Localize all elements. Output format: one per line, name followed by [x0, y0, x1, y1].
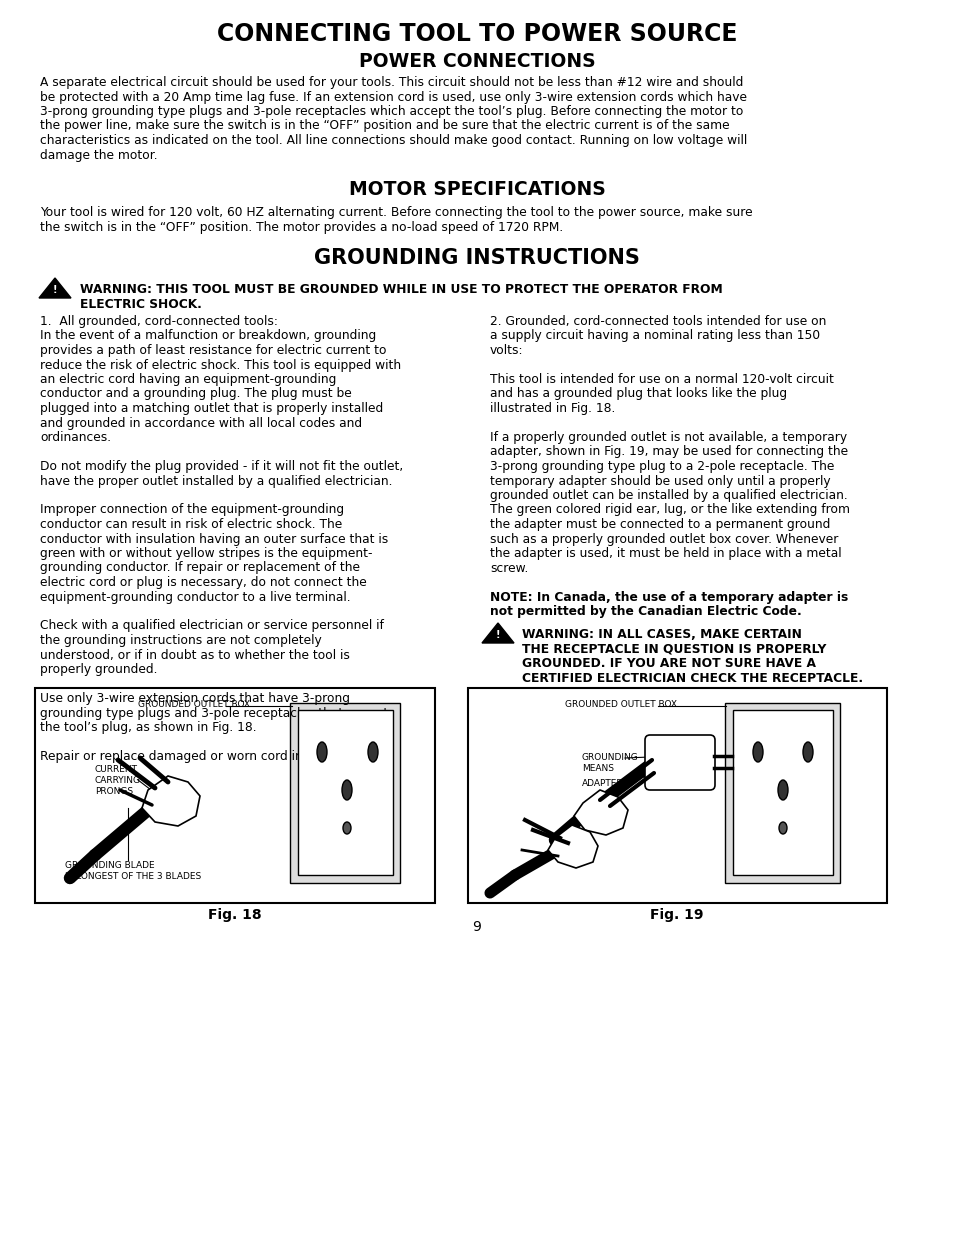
Text: Improper connection of the equipment-grounding: Improper connection of the equipment-gro… — [40, 504, 344, 516]
Text: reduce the risk of electric shock. This tool is equipped with: reduce the risk of electric shock. This … — [40, 358, 400, 372]
Text: GROUNDED OUTLET BOX: GROUNDED OUTLET BOX — [564, 700, 677, 709]
Text: not permitted by the Canadian Electric Code.: not permitted by the Canadian Electric C… — [490, 605, 801, 618]
Text: such as a properly grounded outlet box cover. Whenever: such as a properly grounded outlet box c… — [490, 532, 838, 546]
Ellipse shape — [778, 781, 787, 800]
Text: GROUNDING BLADE: GROUNDING BLADE — [65, 861, 154, 869]
Text: Fig. 19: Fig. 19 — [650, 908, 703, 923]
Text: MEANS: MEANS — [581, 764, 614, 773]
Text: understood, or if in doubt as to whether the tool is: understood, or if in doubt as to whether… — [40, 648, 350, 662]
Text: grounded outlet can be installed by a qualified electrician.: grounded outlet can be installed by a qu… — [490, 489, 847, 501]
Ellipse shape — [341, 781, 352, 800]
Text: ADAPTER: ADAPTER — [581, 779, 623, 788]
Text: ELECTRIC SHOCK.: ELECTRIC SHOCK. — [80, 298, 202, 310]
Text: illustrated in Fig. 18.: illustrated in Fig. 18. — [490, 403, 615, 415]
Ellipse shape — [368, 742, 377, 762]
Text: the adapter is used, it must be held in place with a metal: the adapter is used, it must be held in … — [490, 547, 841, 559]
Text: the grounding instructions are not completely: the grounding instructions are not compl… — [40, 634, 321, 647]
Text: be protected with a 20 Amp time lag fuse. If an extension cord is used, use only: be protected with a 20 Amp time lag fuse… — [40, 90, 746, 104]
Polygon shape — [574, 790, 627, 835]
FancyBboxPatch shape — [732, 710, 832, 876]
Text: electric cord or plug is necessary, do not connect the: electric cord or plug is necessary, do n… — [40, 576, 366, 589]
Text: have the proper outlet installed by a qualified electrician.: have the proper outlet installed by a qu… — [40, 474, 392, 488]
Text: provides a path of least resistance for electric current to: provides a path of least resistance for … — [40, 345, 386, 357]
Text: Fig. 18: Fig. 18 — [208, 908, 261, 923]
Text: This tool is intended for use on a normal 120-volt circuit: This tool is intended for use on a norma… — [490, 373, 833, 387]
Text: and has a grounded plug that looks like the plug: and has a grounded plug that looks like … — [490, 388, 786, 400]
Ellipse shape — [752, 742, 762, 762]
FancyBboxPatch shape — [468, 688, 886, 903]
Text: WARNING: IN ALL CASES, MAKE CERTAIN: WARNING: IN ALL CASES, MAKE CERTAIN — [521, 629, 801, 641]
Text: 1.  All grounded, cord-connected tools:: 1. All grounded, cord-connected tools: — [40, 315, 277, 329]
Text: 2. Grounded, cord-connected tools intended for use on: 2. Grounded, cord-connected tools intend… — [490, 315, 825, 329]
Polygon shape — [481, 622, 514, 643]
Text: screw.: screw. — [490, 562, 528, 574]
Text: the power line, make sure the switch is in the “OFF” position and be sure that t: the power line, make sure the switch is … — [40, 120, 729, 132]
Text: !: ! — [496, 630, 499, 640]
Ellipse shape — [802, 742, 812, 762]
Text: A separate electrical circuit should be used for your tools. This circuit should: A separate electrical circuit should be … — [40, 77, 742, 89]
Text: !: ! — [52, 285, 57, 295]
Text: conductor with insulation having an outer surface that is: conductor with insulation having an oute… — [40, 532, 388, 546]
Text: Your tool is wired for 120 volt, 60 HZ alternating current. Before connecting th: Your tool is wired for 120 volt, 60 HZ a… — [40, 206, 752, 219]
Text: Repair or replace damaged or worn cord immediately.: Repair or replace damaged or worn cord i… — [40, 750, 370, 763]
Text: an electric cord having an equipment-grounding: an electric cord having an equipment-gro… — [40, 373, 336, 387]
Text: plugged into a matching outlet that is properly installed: plugged into a matching outlet that is p… — [40, 403, 383, 415]
Text: properly grounded.: properly grounded. — [40, 663, 157, 676]
Text: conductor and a grounding plug. The plug must be: conductor and a grounding plug. The plug… — [40, 388, 352, 400]
Text: grounding conductor. If repair or replacement of the: grounding conductor. If repair or replac… — [40, 562, 359, 574]
Text: In the event of a malfunction or breakdown, grounding: In the event of a malfunction or breakdo… — [40, 330, 375, 342]
Text: temporary adapter should be used only until a properly: temporary adapter should be used only un… — [490, 474, 830, 488]
Text: ordinances.: ordinances. — [40, 431, 111, 445]
Text: conductor can result in risk of electric shock. The: conductor can result in risk of electric… — [40, 517, 342, 531]
Polygon shape — [142, 776, 200, 826]
Polygon shape — [39, 278, 71, 298]
Text: CERTIFIED ELECTRICIAN CHECK THE RECEPTACLE.: CERTIFIED ELECTRICIAN CHECK THE RECEPTAC… — [521, 672, 862, 684]
Text: GROUNDED. IF YOU ARE NOT SURE HAVE A: GROUNDED. IF YOU ARE NOT SURE HAVE A — [521, 657, 815, 671]
Text: PRONGS: PRONGS — [95, 787, 133, 797]
Text: the adapter must be connected to a permanent ground: the adapter must be connected to a perma… — [490, 517, 829, 531]
Text: IS LONGEST OF THE 3 BLADES: IS LONGEST OF THE 3 BLADES — [65, 872, 201, 881]
FancyBboxPatch shape — [297, 710, 393, 876]
Text: CONNECTING TOOL TO POWER SOURCE: CONNECTING TOOL TO POWER SOURCE — [216, 22, 737, 46]
Text: the tool’s plug, as shown in Fig. 18.: the tool’s plug, as shown in Fig. 18. — [40, 721, 256, 734]
Text: CARRYING: CARRYING — [95, 776, 141, 785]
Text: NOTE: In Canada, the use of a temporary adapter is: NOTE: In Canada, the use of a temporary … — [490, 590, 847, 604]
Text: damage the motor.: damage the motor. — [40, 148, 157, 162]
Text: volts:: volts: — [490, 345, 523, 357]
Text: characteristics as indicated on the tool. All line connections should make good : characteristics as indicated on the tool… — [40, 135, 746, 147]
Text: Check with a qualified electrician or service personnel if: Check with a qualified electrician or se… — [40, 620, 383, 632]
Ellipse shape — [779, 823, 786, 834]
Text: Use only 3-wire extension cords that have 3-prong: Use only 3-wire extension cords that hav… — [40, 692, 350, 705]
Text: 3-prong grounding type plug to a 2-pole receptacle. The: 3-prong grounding type plug to a 2-pole … — [490, 459, 834, 473]
Text: 9: 9 — [472, 920, 481, 934]
Text: THE RECEPTACLE IN QUESTION IS PROPERLY: THE RECEPTACLE IN QUESTION IS PROPERLY — [521, 642, 825, 656]
Text: adapter, shown in Fig. 19, may be used for connecting the: adapter, shown in Fig. 19, may be used f… — [490, 446, 847, 458]
Text: 3-prong grounding type plugs and 3-pole receptacles which accept the tool’s plug: 3-prong grounding type plugs and 3-pole … — [40, 105, 742, 119]
Text: the switch is in the “OFF” position. The motor provides a no-load speed of 1720 : the switch is in the “OFF” position. The… — [40, 221, 562, 233]
Text: equipment-grounding conductor to a live terminal.: equipment-grounding conductor to a live … — [40, 590, 351, 604]
Text: WARNING: THIS TOOL MUST BE GROUNDED WHILE IN USE TO PROTECT THE OPERATOR FROM: WARNING: THIS TOOL MUST BE GROUNDED WHIL… — [80, 283, 722, 296]
Text: POWER CONNECTIONS: POWER CONNECTIONS — [358, 52, 595, 70]
Text: a supply circuit having a nominal rating less than 150: a supply circuit having a nominal rating… — [490, 330, 820, 342]
FancyBboxPatch shape — [724, 703, 840, 883]
Ellipse shape — [316, 742, 327, 762]
FancyBboxPatch shape — [35, 688, 435, 903]
Text: MOTOR SPECIFICATIONS: MOTOR SPECIFICATIONS — [348, 180, 605, 199]
FancyBboxPatch shape — [290, 703, 399, 883]
Text: If a properly grounded outlet is not available, a temporary: If a properly grounded outlet is not ava… — [490, 431, 846, 445]
Text: Do not modify the plug provided - if it will not fit the outlet,: Do not modify the plug provided - if it … — [40, 459, 403, 473]
Text: and grounded in accordance with all local codes and: and grounded in accordance with all loca… — [40, 416, 362, 430]
Polygon shape — [547, 825, 598, 868]
FancyBboxPatch shape — [644, 735, 714, 790]
Text: green with or without yellow stripes is the equipment-: green with or without yellow stripes is … — [40, 547, 372, 559]
Ellipse shape — [343, 823, 351, 834]
Text: GROUNDING: GROUNDING — [581, 753, 639, 762]
Text: GROUNDED OUTLET BOX: GROUNDED OUTLET BOX — [138, 700, 250, 709]
Text: GROUNDING INSTRUCTIONS: GROUNDING INSTRUCTIONS — [314, 248, 639, 268]
Text: CURRENT: CURRENT — [95, 764, 138, 774]
Text: grounding type plugs and 3-pole receptacles that accept: grounding type plugs and 3-pole receptac… — [40, 706, 388, 720]
Text: The green colored rigid ear, lug, or the like extending from: The green colored rigid ear, lug, or the… — [490, 504, 849, 516]
